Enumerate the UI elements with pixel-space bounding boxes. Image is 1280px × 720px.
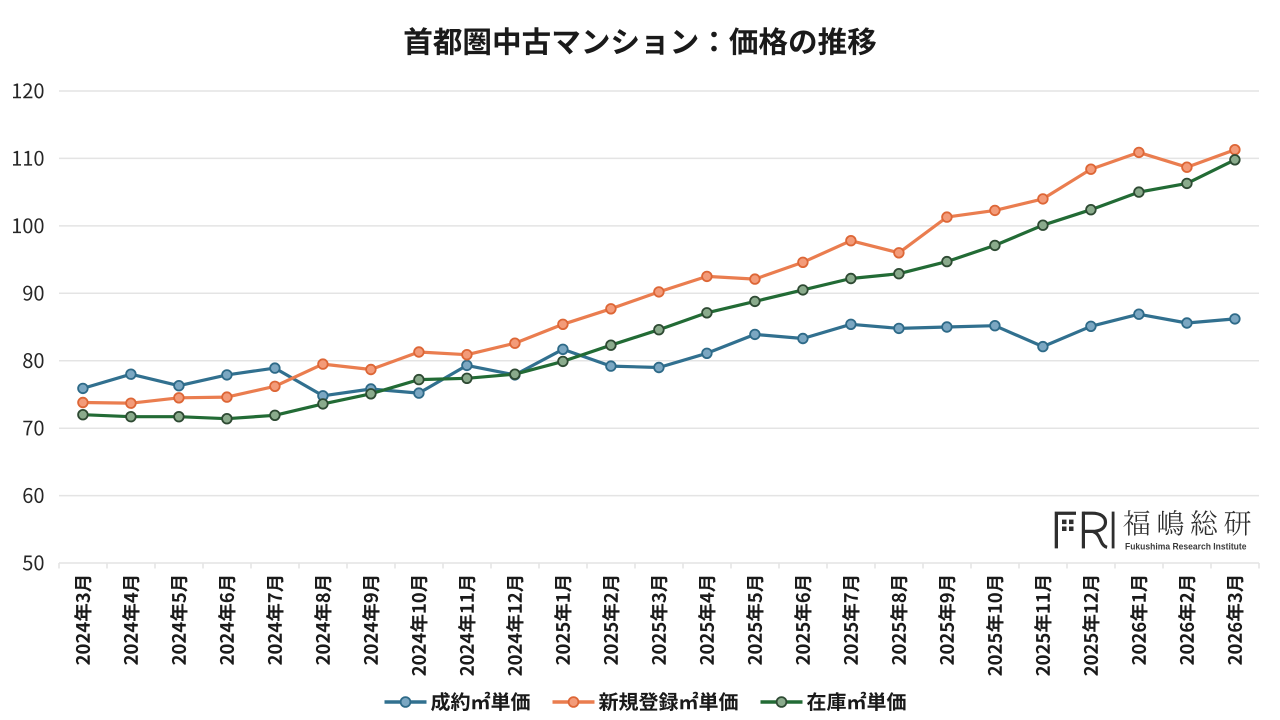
svg-text:Fukushima Research Institute: Fukushima Research Institute	[1125, 541, 1247, 552]
